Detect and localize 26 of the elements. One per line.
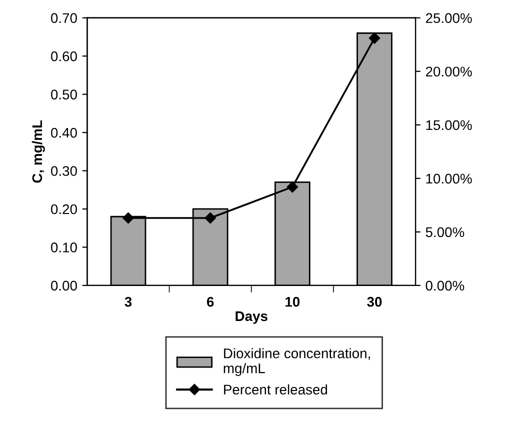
x-tick-label: 10	[286, 296, 300, 307]
x-tick-label: 30	[367, 296, 382, 307]
y2-tick-label: 5.00%	[426, 227, 464, 238]
y2-tick-label: 15.00%	[426, 120, 472, 130]
point	[122, 212, 134, 224]
point	[368, 32, 380, 44]
x-tick-label: 3	[124, 296, 132, 307]
x-tick-label: 6	[206, 296, 214, 307]
y-tick-label: 0.70	[51, 13, 77, 24]
legend-label: Dioxidine concentration, mg/mL	[224, 348, 370, 376]
y-tick-label: 0.30	[51, 166, 77, 176]
x-axis-title: Days	[236, 311, 268, 324]
y2-tick-label: 10.00%	[426, 174, 472, 184]
point	[286, 181, 298, 193]
y2-tick-label: 20.00%	[426, 66, 472, 77]
point	[204, 212, 216, 224]
y-axis-title: C, mg/mL	[32, 120, 45, 183]
y-tick-label: 0.20	[51, 204, 77, 214]
y-tick-label: 0.00	[51, 280, 77, 291]
legend-label: Percent released	[224, 384, 328, 395]
y-tick-label: 0.50	[51, 90, 77, 100]
y-tick-label: 0.10	[51, 242, 77, 252]
y-tick-label: 0.40	[51, 128, 77, 138]
y2-tick-label: 0.00%	[426, 280, 464, 291]
y2-tick-label: 25.00%	[426, 13, 472, 24]
y-tick-label: 0.60	[51, 51, 77, 62]
